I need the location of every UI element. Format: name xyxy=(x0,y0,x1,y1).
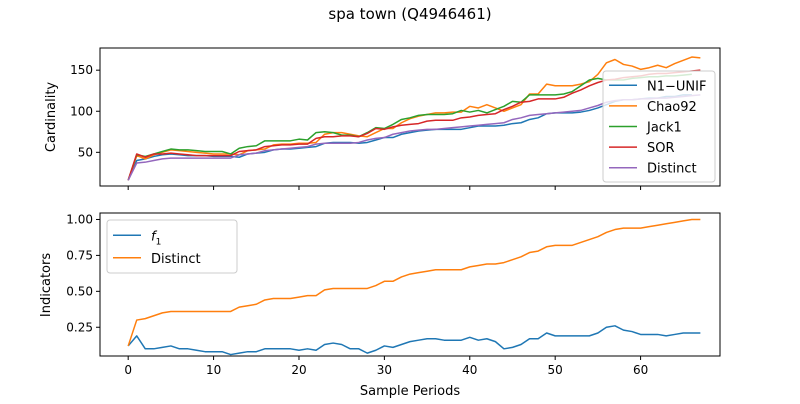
cardinality-axes-frame xyxy=(99,47,721,187)
x-tick-label: 10 xyxy=(206,363,221,377)
cardinality-x-ticks xyxy=(127,186,642,190)
y-tick-label: 0.50 xyxy=(66,284,93,298)
y-tick-label: 50 xyxy=(78,145,93,159)
x-tick-label: 60 xyxy=(633,363,648,377)
legend-label: Distinct xyxy=(151,252,201,267)
x-axis-label: Sample Periods xyxy=(360,384,460,399)
x-tick-label: 20 xyxy=(291,363,306,377)
legend-frame xyxy=(106,219,238,274)
series-line-n1-unif xyxy=(127,94,692,181)
y-tick-label: 150 xyxy=(70,63,93,77)
indicators-y-ticks: 0.25 0.50 0.75 1.00 xyxy=(66,212,100,334)
y-tick-label: 0.75 xyxy=(66,248,93,262)
cardinality-legend: N1−UNIF Chao92 Jack1 SOR Distinct xyxy=(602,70,716,183)
legend-label: SOR xyxy=(647,141,675,156)
legend-label: Distinct xyxy=(647,162,697,177)
indicators-legend: f1 Distinct xyxy=(106,219,238,274)
series-line-chao92 xyxy=(127,56,701,181)
legend-label: Chao92 xyxy=(647,100,697,115)
figure-title: spa town (Q4946461) xyxy=(328,5,491,23)
y-tick-label: 100 xyxy=(70,104,93,118)
cardinality-panel: 50 100 150 Cardinality N1−UNIF Chao92 Jack1 S… xyxy=(44,47,721,190)
cardinality-y-axis-label: Cardinality xyxy=(44,82,59,153)
indicators-series-group xyxy=(127,218,701,356)
legend-label: N1−UNIF xyxy=(647,79,706,94)
cardinality-y-ticks: 50 100 150 xyxy=(70,63,100,159)
indicators-panel: 0 10 20 30 40 50 60 0.25 0.50 0.75 1.00 Indicator… xyxy=(39,212,721,399)
legend-label: f1 xyxy=(151,229,161,247)
series-line-f1 xyxy=(127,325,701,356)
series-line-jack1 xyxy=(127,73,692,181)
y-tick-label: 0.25 xyxy=(66,320,93,334)
x-tick-label: 0 xyxy=(124,363,132,377)
indicators-y-axis-label: Indicators xyxy=(39,253,54,317)
x-tick-label: 40 xyxy=(462,363,477,377)
x-tick-label: 50 xyxy=(548,363,563,377)
legend-frame xyxy=(602,70,716,183)
indicators-x-ticks: 0 10 20 30 40 50 60 xyxy=(124,356,648,377)
y-tick-label: 1.00 xyxy=(66,212,93,226)
x-tick-label: 30 xyxy=(377,363,392,377)
series-line-distinct xyxy=(127,218,701,347)
legend-label: Jack1 xyxy=(646,121,682,136)
indicators-axes-frame xyxy=(99,212,721,357)
